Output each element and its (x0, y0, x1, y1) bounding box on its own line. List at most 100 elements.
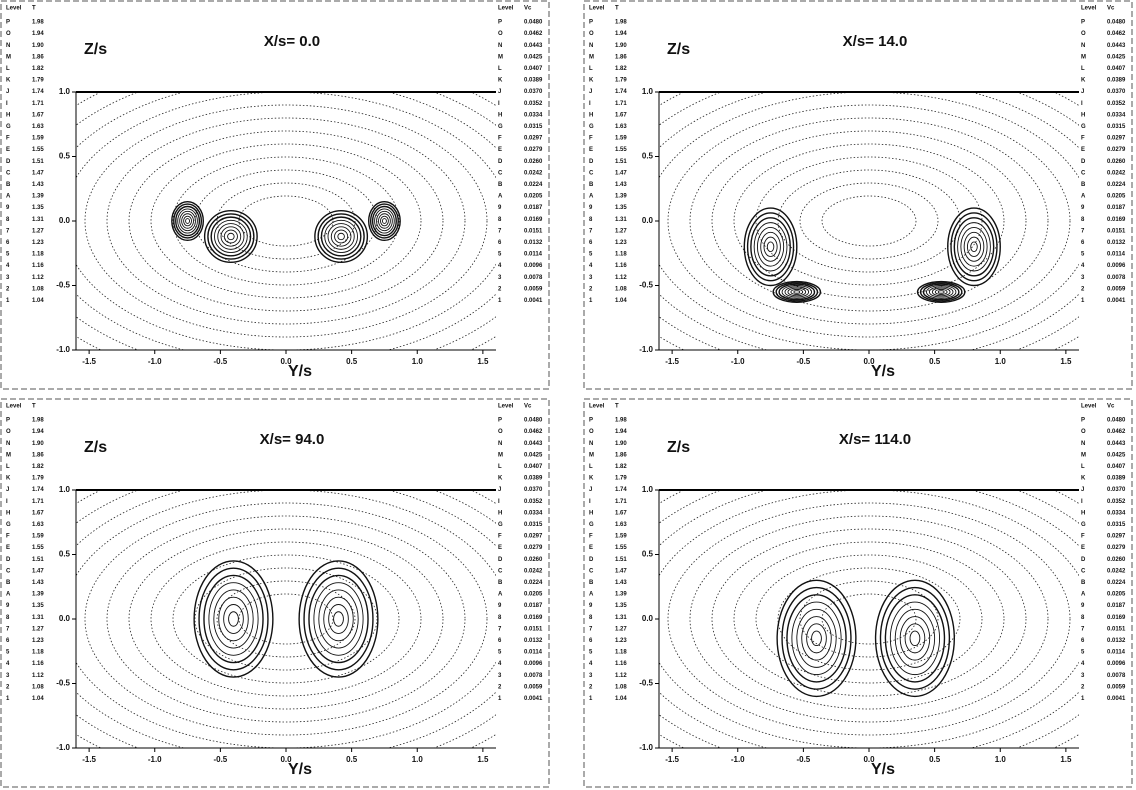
legend-level: H (6, 510, 10, 516)
contours (76, 490, 496, 748)
legend-level: A (498, 194, 503, 200)
legend-value: 0.0297 (1107, 136, 1126, 142)
legend-value: 1.71 (615, 499, 627, 505)
contour-line (919, 282, 963, 302)
legend-level: A (1081, 194, 1086, 200)
legend-value: 0.0370 (524, 89, 543, 95)
legend-value: 1.12 (32, 275, 44, 281)
contour-line (217, 223, 245, 250)
legend-level: C (6, 568, 11, 574)
legend-level: P (1081, 418, 1085, 424)
legend-value: 1.18 (32, 650, 44, 656)
legend-level: I (1081, 101, 1083, 107)
legend-level: 1 (1081, 696, 1085, 702)
contour-line (778, 283, 816, 301)
legend-level: 9 (1081, 205, 1085, 211)
contour-line (150, 143, 422, 299)
y-tick-label: 1.0 (642, 485, 654, 494)
legend-level: 5 (6, 650, 10, 656)
legend-value: 1.94 (32, 31, 44, 37)
legend-level: P (589, 418, 593, 424)
legend-level: 4 (1081, 263, 1085, 269)
legend-value: 0.0297 (524, 534, 543, 540)
legend-level: G (1081, 522, 1086, 528)
legend-level: C (589, 568, 594, 574)
legend-value: 0.0242 (524, 170, 543, 176)
legend-level: J (589, 487, 592, 493)
legend-value: 0.0224 (1107, 182, 1126, 188)
legend-level: 4 (589, 263, 593, 269)
contour-line (784, 286, 810, 298)
legend-value: 1.86 (615, 452, 627, 458)
contour-line (755, 554, 983, 684)
legend-value: 1.79 (615, 78, 627, 84)
contour-line (889, 601, 940, 676)
legend-value: 1.86 (32, 452, 44, 458)
contour-line (787, 287, 807, 297)
legend-value: 0.0078 (524, 673, 543, 679)
contour-line (227, 232, 235, 241)
legend-value: 0.0096 (524, 661, 543, 667)
legend-level: 3 (589, 673, 593, 679)
legend-value: 1.23 (32, 638, 44, 644)
contour-line (790, 288, 804, 295)
legend-level: O (6, 31, 11, 37)
legend-level: 6 (498, 638, 502, 644)
legend-value: 0.0370 (524, 487, 543, 493)
legend-value: 0.0132 (1107, 240, 1126, 246)
legend-value: 1.71 (32, 101, 44, 107)
legend-level: L (589, 66, 593, 72)
legend-value: 1.39 (32, 592, 44, 598)
legend-value: 0.0334 (524, 510, 543, 516)
legend-level: I (6, 101, 8, 107)
contour-line (228, 611, 239, 627)
panel-frame (0, 0, 550, 390)
legend-value: 0.0151 (524, 626, 543, 632)
legend-level: 6 (6, 638, 10, 644)
x-tick-label: -1.5 (665, 755, 679, 764)
legend-value: 1.39 (32, 194, 44, 200)
contour-line (216, 580, 356, 658)
legend-level: 7 (498, 626, 502, 632)
legend-level: N (1081, 43, 1085, 49)
legend-value: 1.18 (615, 252, 627, 258)
contour-line (76, 92, 496, 350)
legend-level: 5 (498, 650, 502, 656)
legend-value: 1.55 (32, 545, 44, 551)
contour-line (172, 156, 400, 286)
legend-value: 0.0352 (1107, 101, 1126, 107)
legend-value: 0.0242 (1107, 568, 1126, 574)
contour-line (376, 210, 393, 232)
legend-level: J (6, 89, 9, 95)
contour-line (183, 215, 192, 227)
legend-level: 7 (6, 228, 10, 234)
legend-value: 1.23 (615, 638, 627, 644)
legend-value: 0.0114 (1107, 650, 1126, 656)
legend-value: 1.51 (32, 159, 44, 165)
legend-value: 0.0078 (1107, 275, 1126, 281)
legend-header: Vc (1107, 6, 1115, 12)
legend-level: C (1081, 170, 1086, 176)
contour-line (922, 283, 960, 301)
contour-line (934, 288, 948, 295)
legend-header: Level (6, 6, 22, 12)
legend-level: 2 (498, 684, 502, 690)
legend-level: F (1081, 136, 1085, 142)
legend-level: L (6, 464, 10, 470)
legend-value: 0.0407 (524, 66, 543, 72)
legend-value: 0.0096 (524, 263, 543, 269)
legend-level: B (498, 182, 503, 188)
x-tick-label: 1.0 (412, 357, 424, 366)
legend-level: 6 (6, 240, 10, 246)
legend-level: B (589, 580, 594, 586)
legend-header: Level (589, 6, 605, 12)
contour-line (799, 182, 939, 260)
legend-level: 8 (6, 217, 10, 223)
legend-value: 0.0151 (1107, 228, 1126, 234)
legend-header: Level (498, 404, 514, 410)
panel: -1.5 -1.0 -0.5 0.0 0.5 1.0 1.5 -1.0 -0.5 0.0 0.5 1.… (583, 0, 1133, 390)
contour-line (194, 169, 378, 273)
legend-value: 0.0205 (524, 194, 543, 200)
legend-value: 0.0151 (524, 228, 543, 234)
legend-value: 0.0480 (1107, 418, 1126, 424)
